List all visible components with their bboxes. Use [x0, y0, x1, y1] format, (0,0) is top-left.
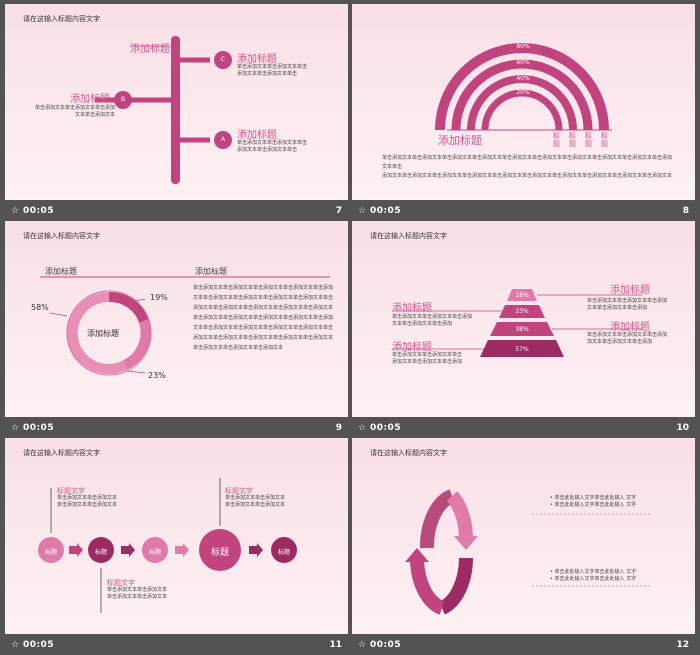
slide-footer: ☆ 00:05 11 — [5, 634, 348, 655]
slide-thumbnail-9[interactable]: 请在这输入标题内容文字 添加标题 添加标题 添加标题 58% 19% 23% 单… — [5, 221, 348, 438]
timing-label: ☆ 00:05 — [11, 206, 55, 216]
timeline-graphic — [95, 36, 232, 184]
note-title-1: 标题文字 — [57, 487, 85, 495]
marker-a: A — [220, 136, 226, 143]
circle-label-3: 标题 — [148, 549, 161, 556]
body-text: 单击添加文本单击添加文本单击添加文本单击添加文本单击添加文本单击添加文本单击添加… — [193, 285, 334, 351]
marker-c: C — [220, 56, 226, 63]
slide-thumbnail-7[interactable]: 请在这输入标题内容文字 C B A 添加标题 添加标题 单击添加文本单击添加文本… — [5, 4, 348, 221]
block-title-4: 添加标题 — [392, 342, 432, 353]
slide-footer: ☆ 00:05 10 — [352, 417, 695, 438]
slide-thumbnail-12[interactable]: 请在这输入标题内容文字 • 单击此处输入文字单击此处输入 文字 • 单击此处输入… — [352, 438, 695, 655]
slide-number: 8 — [682, 206, 689, 216]
block-text-3: 单击添加文本单击添加文本单击添加 加文本单击添加文本单击添加 — [587, 332, 668, 345]
slide-number: 12 — [676, 640, 689, 650]
block-text-4: 单击添加文本单击添加文本单击 添加文本单击添加文本单击添加 — [392, 352, 463, 365]
arc-chart — [435, 43, 612, 131]
slide-thumbnail-10[interactable]: 请在这输入标题内容文字 18% 23% 38% 57% 添加标题 单击添加文本单… — [352, 221, 695, 438]
block-text-2: 单击添加文本单击添加文本单击添加 文本单击添加文本单击添加 — [392, 314, 473, 327]
slide-header: 请在这输入标题内容文字 — [23, 449, 100, 457]
slide-footer: ☆ 00:05 12 — [352, 634, 695, 655]
pyramid-label-2: 23% — [515, 308, 529, 315]
vertical-label-3: 标题 — [585, 132, 592, 148]
slide-canvas: 请在这输入标题内容文字 标题 标题 标题 标题 标题 标题文字 单击添加文本单击… — [5, 438, 348, 634]
item-text-a: 单击添加文本单击添加文本单击 添加文本单击添加文本单击 — [237, 140, 308, 153]
note-text-1: 单击添加文本单击添加文本 单击添加文本单击添加文本 — [57, 495, 118, 508]
slide-header: 请在这输入标题内容文字 — [23, 232, 100, 240]
item-text-b: 单击添加文本单击添加文本单击添加 文本单击添加文本 — [35, 105, 116, 118]
vertical-label-1: 标题 — [553, 132, 560, 148]
slide-canvas: 请在这输入标题内容文字 C B A 添加标题 添加标题 单击添加文本单击添加文本… — [5, 4, 348, 200]
slide-number: 9 — [335, 423, 342, 433]
vertical-label-4: 标题 — [601, 132, 608, 148]
block-title-1: 添加标题 — [610, 285, 650, 296]
slide-footer: ☆ 00:05 9 — [5, 417, 348, 438]
timing-label: ☆ 00:05 — [358, 640, 402, 650]
cycle-arrows-graphic — [405, 489, 652, 615]
timing-label: ☆ 00:05 — [358, 423, 402, 433]
pyramid-label-3: 38% — [515, 326, 529, 333]
timing-label: ☆ 00:05 — [358, 206, 402, 216]
bullet-top-2: • 单击此处输入文字单击此处输入 文字 — [550, 502, 637, 508]
arc-label-20: 20% — [516, 89, 530, 96]
note-text-3: 单击添加文本单击添加文本 单击添加文本单击添加文本 — [107, 587, 168, 600]
pyramid-label-4: 57% — [515, 346, 529, 353]
arc-label-40: 40% — [516, 75, 530, 82]
timing-label: ☆ 00:05 — [11, 640, 55, 650]
donut-chart — [40, 276, 330, 376]
left-title: 添加标题 — [45, 267, 77, 276]
slide-canvas: 80% 60% 40% 20% 添加标题 标题 标题 标题 标题 单击添加文本单… — [352, 4, 695, 200]
slide-canvas: 请在这输入标题内容文字 18% 23% 38% 57% 添加标题 单击添加文本单… — [352, 221, 695, 417]
item-title-b: 添加标题 — [70, 94, 110, 105]
slide-canvas: 请在这输入标题内容文字 • 单击此处输入文字单击此处输入 文字 • 单击此处输入… — [352, 438, 695, 634]
slide-footer: ☆ 00:05 8 — [352, 200, 695, 221]
right-title: 添加标题 — [195, 267, 227, 276]
pyramid-chart — [392, 289, 642, 357]
slide-thumbnail-8[interactable]: 80% 60% 40% 20% 添加标题 标题 标题 标题 标题 单击添加文本单… — [352, 4, 695, 221]
item-title-a: 添加标题 — [237, 130, 277, 141]
slide-footer: ☆ 00:05 7 — [5, 200, 348, 221]
donut-center-label: 添加标题 — [87, 329, 119, 338]
slide-number: 7 — [335, 206, 342, 216]
slide-number: 10 — [676, 423, 689, 433]
slide-canvas: 请在这输入标题内容文字 添加标题 添加标题 添加标题 58% 19% 23% 单… — [5, 221, 348, 417]
body-text: 单击添加文本单击添加文本单击添加文本单击添加文本单击添加文本单击添加文本单击添加… — [382, 155, 673, 179]
arc-label-80: 80% — [516, 43, 530, 50]
circle-label-1: 标题 — [44, 549, 57, 556]
slide-header: 请在这输入标题内容文字 — [370, 449, 447, 457]
note-title-3: 标题文字 — [107, 579, 135, 587]
block-title-2: 添加标题 — [392, 303, 432, 314]
bullet-bottom-2: • 单击此处输入文字单击此处输入 文字 — [550, 576, 637, 582]
note-text-2: 单击添加文本单击添加文本 单击添加文本单击添加文本 — [225, 495, 286, 508]
block-title-3: 添加标题 — [610, 322, 650, 333]
chart-title: 添加标题 — [438, 134, 482, 147]
bullet-top-1: • 单击此处输入文字单击此处输入 文字 — [550, 495, 637, 501]
note-title-2: 标题文字 — [225, 487, 253, 495]
pct-58: 58% — [31, 303, 49, 312]
top-title: 添加标题 — [130, 44, 170, 55]
arc-label-60: 60% — [516, 59, 530, 66]
circle-label-5: 标题 — [277, 549, 290, 556]
timing-label: ☆ 00:05 — [11, 423, 55, 433]
circle-label-2: 标题 — [94, 549, 107, 556]
marker-b: B — [120, 96, 126, 103]
bullet-bottom-1: • 单击此处输入文字单击此处输入 文字 — [550, 569, 637, 575]
vertical-label-2: 标题 — [569, 132, 576, 148]
pct-23: 23% — [148, 371, 166, 380]
circle-label-4: 标题 — [210, 548, 229, 558]
block-text-1: 单击添加文本单击添加文本单击添加 文本单击添加文本单击添加 — [587, 298, 668, 311]
slide-thumbnail-11[interactable]: 请在这输入标题内容文字 标题 标题 标题 标题 标题 标题文字 单击添加文本单击… — [5, 438, 348, 655]
slide-number: 11 — [329, 640, 342, 650]
slide-header: 请在这输入标题内容文字 — [23, 15, 100, 23]
item-text-c: 单击添加文本单击添加文本单击 添加文本单击添加文本单击 — [237, 64, 308, 77]
slide-header: 请在这输入标题内容文字 — [370, 232, 447, 240]
pct-19: 19% — [150, 293, 168, 302]
process-flow — [38, 478, 297, 613]
item-title-c: 添加标题 — [237, 54, 277, 65]
pyramid-label-1: 18% — [515, 292, 529, 299]
